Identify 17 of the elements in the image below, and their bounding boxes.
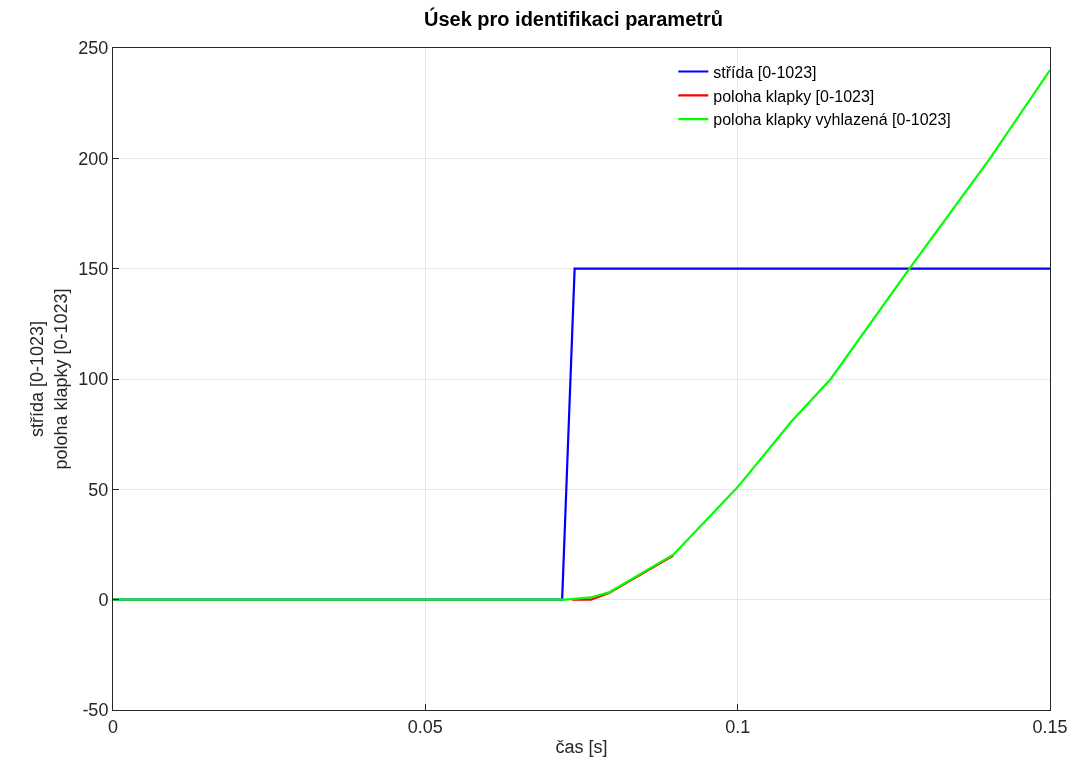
y-tick-label: 200 xyxy=(78,148,109,169)
legend-label: střída [0-1023] xyxy=(713,63,817,81)
y-tick-label: 100 xyxy=(78,369,109,390)
y-tick-label: 150 xyxy=(78,258,109,279)
x-axis-title: čas [s] xyxy=(555,736,608,757)
y-tick-label: 0 xyxy=(98,589,109,610)
y-axis-title: střída [0-1023] poloha klapky [0-1023] xyxy=(27,288,71,470)
x-tick-label: 0.15 xyxy=(1032,716,1068,737)
line-series xyxy=(113,68,1050,601)
legend-label: poloha klapky vyhlazená [0-1023] xyxy=(713,111,951,129)
y-tick-label: -50 xyxy=(82,700,109,721)
x-tick-label: 0.05 xyxy=(407,716,443,737)
x-tick-label: 0.1 xyxy=(725,716,751,737)
y-tick-label: 250 xyxy=(78,38,109,59)
y-tick-label: 50 xyxy=(88,479,109,500)
legend-label: poloha klapky [0-1023] xyxy=(713,87,875,105)
chart-title: Úsek pro identifikaci parametrů xyxy=(423,6,723,30)
